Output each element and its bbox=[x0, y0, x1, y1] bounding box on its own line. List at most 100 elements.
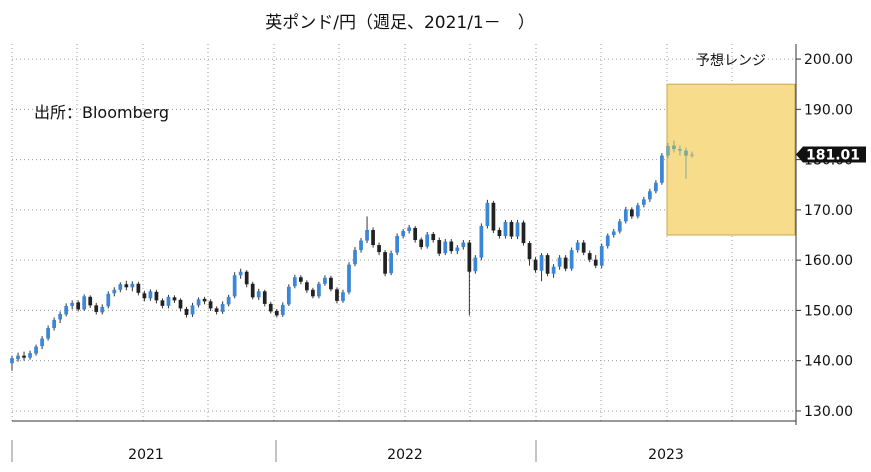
x-tick-label: 2021 bbox=[128, 447, 164, 463]
candle-body bbox=[605, 235, 610, 247]
candle-body bbox=[587, 253, 592, 260]
chart-title: 英ポンド/円（週足、2021/1－ ） bbox=[265, 13, 535, 33]
x-tick-label: 2022 bbox=[387, 447, 423, 463]
candle-body bbox=[52, 319, 56, 329]
candle-body bbox=[485, 202, 490, 226]
candle-body bbox=[509, 221, 514, 237]
candle-body bbox=[154, 291, 159, 301]
candle-body bbox=[635, 205, 640, 217]
y-tick-label: 200.00 bbox=[804, 52, 853, 68]
forecast-range-label: 予想レンジ bbox=[696, 53, 766, 69]
candle-body bbox=[262, 291, 267, 304]
candle-body bbox=[28, 353, 32, 358]
candle-body bbox=[479, 225, 484, 258]
candle-body bbox=[617, 221, 622, 232]
candle-body bbox=[359, 240, 363, 251]
candle-body bbox=[286, 286, 291, 305]
candle-body bbox=[425, 234, 430, 247]
x-axis: 2021 2022 2023 bbox=[11, 420, 796, 463]
candle-body bbox=[22, 355, 26, 358]
candle-body bbox=[449, 241, 454, 252]
candle-body bbox=[76, 302, 81, 310]
candle-body bbox=[298, 277, 303, 282]
candle-body bbox=[365, 229, 369, 241]
candle-body bbox=[268, 303, 273, 312]
candle-body bbox=[437, 240, 442, 254]
candle-body bbox=[10, 358, 14, 364]
candle-body bbox=[124, 284, 129, 288]
candle-body bbox=[148, 291, 153, 299]
current-value-badge bbox=[796, 146, 866, 163]
candle-body bbox=[629, 209, 634, 217]
candle-body bbox=[383, 252, 387, 274]
candle-body bbox=[666, 146, 670, 156]
candle-body bbox=[654, 182, 658, 192]
candle-body bbox=[94, 305, 99, 312]
candle-body bbox=[166, 296, 171, 306]
candle-body bbox=[581, 242, 586, 253]
candle-body bbox=[593, 259, 598, 266]
candle-body bbox=[292, 277, 297, 287]
candle-body bbox=[226, 296, 231, 305]
candle-body bbox=[563, 257, 568, 269]
candle-body bbox=[196, 299, 201, 306]
candle-body bbox=[527, 243, 532, 260]
candle-body bbox=[431, 234, 436, 241]
current-value-label: 181.01 bbox=[806, 148, 860, 164]
candle-body bbox=[533, 259, 538, 271]
candle-body bbox=[413, 227, 418, 241]
forecast-range-box bbox=[666, 83, 796, 236]
candle-body bbox=[678, 149, 682, 151]
candle-body bbox=[660, 155, 664, 183]
candle-body bbox=[599, 246, 604, 266]
candle-body bbox=[238, 271, 243, 276]
candle-body bbox=[497, 229, 502, 237]
candle-body bbox=[684, 150, 688, 156]
candle-body bbox=[118, 284, 123, 290]
candle-body bbox=[515, 222, 520, 237]
candle-body bbox=[569, 250, 574, 269]
candle-body bbox=[88, 296, 93, 306]
candle-body bbox=[611, 231, 616, 236]
candle-body bbox=[70, 302, 75, 306]
candle-body bbox=[335, 289, 339, 301]
candle-body bbox=[214, 308, 219, 312]
candle-body bbox=[305, 282, 309, 291]
candle-body bbox=[232, 275, 237, 297]
candle-body bbox=[690, 154, 694, 156]
candle-body bbox=[112, 289, 117, 294]
candle-body bbox=[58, 313, 63, 320]
candle-body bbox=[419, 239, 424, 248]
y-tick-label: 150.00 bbox=[804, 303, 853, 319]
candle-body bbox=[551, 266, 556, 274]
candle-body bbox=[82, 296, 87, 310]
candle-body bbox=[311, 289, 315, 297]
candle-body bbox=[202, 298, 207, 302]
candle-body bbox=[130, 283, 135, 288]
candle-body bbox=[473, 257, 478, 272]
candle-body bbox=[395, 236, 399, 253]
candle-body bbox=[106, 293, 111, 307]
y-tick-label: 130.00 bbox=[804, 404, 853, 420]
candle-body bbox=[40, 338, 44, 347]
candle-body bbox=[317, 283, 321, 297]
candle-body bbox=[178, 299, 183, 309]
candle-body bbox=[329, 277, 333, 290]
candle-body bbox=[184, 308, 189, 315]
candle-body bbox=[34, 346, 38, 354]
candle-body bbox=[377, 245, 381, 253]
candle-body bbox=[16, 355, 20, 360]
candle-body bbox=[455, 247, 460, 252]
candles-group bbox=[10, 140, 694, 371]
candle-body bbox=[672, 145, 676, 150]
current-value-marker: 181.01 bbox=[796, 146, 866, 164]
x-tick-label: 2023 bbox=[648, 447, 684, 463]
candle-body bbox=[220, 303, 225, 312]
candle-body bbox=[371, 229, 375, 246]
candle-body bbox=[244, 271, 249, 285]
candle-body bbox=[521, 222, 526, 244]
candle-body bbox=[323, 277, 327, 284]
candle-body bbox=[461, 242, 466, 248]
candle-body bbox=[401, 230, 406, 237]
candle-body bbox=[172, 297, 177, 301]
